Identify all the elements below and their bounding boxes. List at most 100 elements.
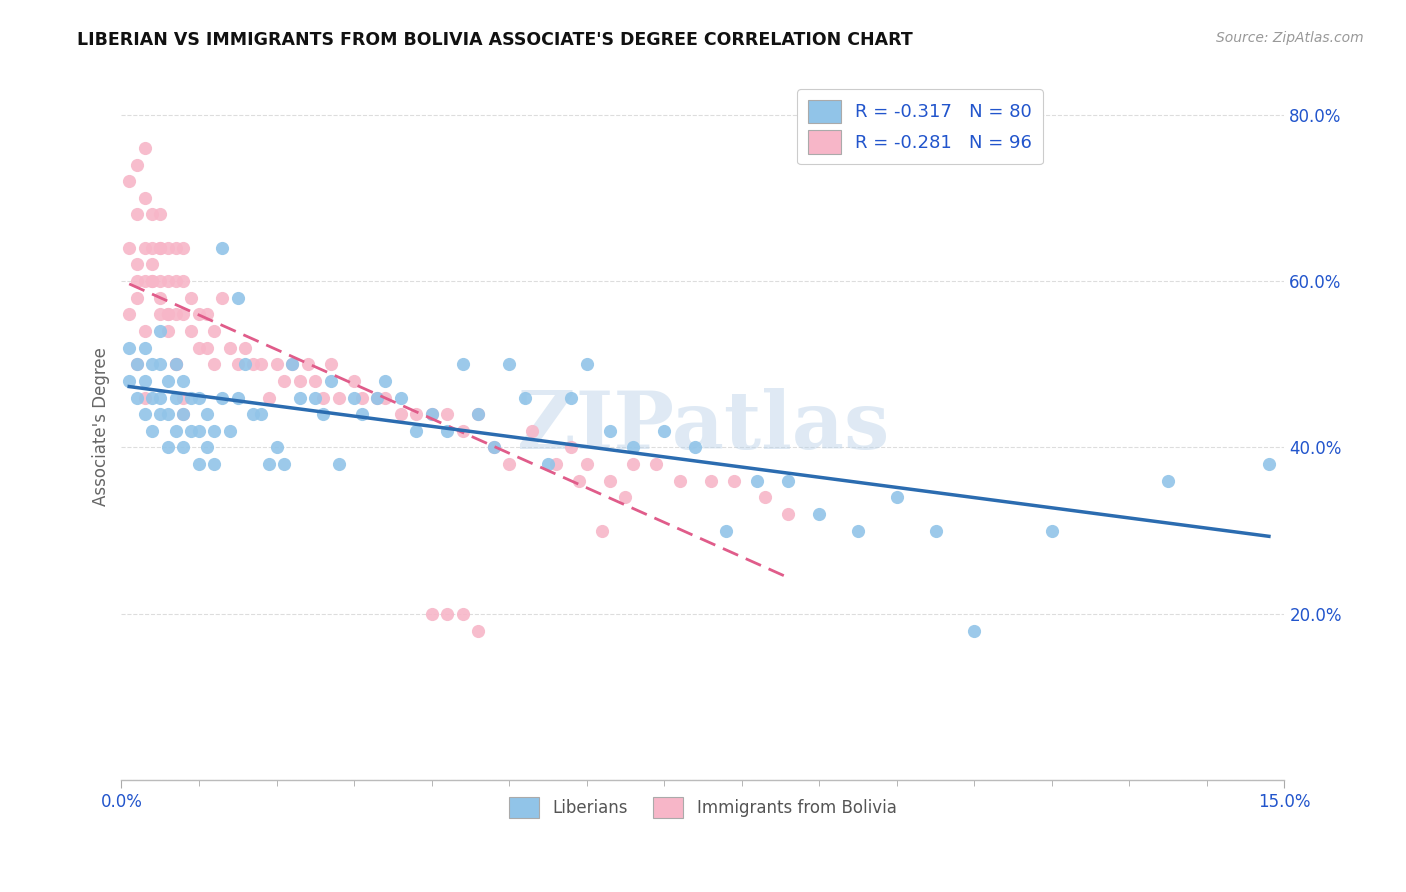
Point: [204, 424, 226, 438]
Point: [235, 357, 257, 371]
Point: [165, 357, 187, 371]
Point: [699, 474, 721, 488]
Point: [1040, 524, 1063, 538]
Point: [141, 424, 163, 438]
Point: [141, 257, 163, 271]
Point: [963, 624, 986, 638]
Point: [172, 407, 194, 421]
Point: [389, 407, 412, 421]
Point: [180, 391, 202, 405]
Point: [482, 441, 505, 455]
Point: [141, 391, 163, 405]
Point: [226, 391, 249, 405]
Point: [156, 441, 179, 455]
Point: [374, 391, 396, 405]
Point: [180, 324, 202, 338]
Point: [451, 424, 474, 438]
Point: [125, 357, 148, 371]
Point: [544, 457, 567, 471]
Point: [149, 307, 172, 321]
Y-axis label: Associate's Degree: Associate's Degree: [93, 347, 110, 506]
Point: [125, 207, 148, 221]
Point: [172, 441, 194, 455]
Point: [134, 341, 156, 355]
Point: [165, 391, 187, 405]
Point: [226, 357, 249, 371]
Legend: Liberians, Immigrants from Bolivia: Liberians, Immigrants from Bolivia: [503, 790, 903, 825]
Point: [389, 391, 412, 405]
Point: [808, 507, 831, 521]
Point: [513, 391, 536, 405]
Point: [575, 457, 598, 471]
Point: [568, 474, 591, 488]
Point: [599, 424, 621, 438]
Point: [188, 307, 211, 321]
Point: [405, 407, 427, 421]
Point: [668, 474, 690, 488]
Point: [211, 291, 233, 305]
Point: [134, 141, 156, 155]
Point: [343, 374, 366, 388]
Point: [134, 324, 156, 338]
Point: [134, 241, 156, 255]
Point: [235, 341, 257, 355]
Point: [683, 441, 706, 455]
Point: [405, 424, 427, 438]
Point: [118, 241, 141, 255]
Point: [156, 274, 179, 288]
Point: [156, 307, 179, 321]
Point: [195, 307, 218, 321]
Point: [312, 407, 335, 421]
Point: [180, 424, 202, 438]
Point: [281, 357, 304, 371]
Point: [328, 457, 350, 471]
Point: [257, 457, 280, 471]
Point: [467, 407, 489, 421]
Point: [149, 357, 172, 371]
Point: [149, 241, 172, 255]
Point: [436, 407, 458, 421]
Point: [288, 374, 311, 388]
Point: [195, 407, 218, 421]
Point: [266, 357, 288, 371]
Point: [134, 191, 156, 205]
Point: [149, 407, 172, 421]
Point: [165, 357, 187, 371]
Point: [118, 174, 141, 188]
Point: [141, 274, 163, 288]
Point: [118, 341, 141, 355]
Point: [118, 374, 141, 388]
Point: [211, 241, 233, 255]
Point: [273, 374, 295, 388]
Point: [125, 257, 148, 271]
Point: [451, 607, 474, 621]
Point: [141, 207, 163, 221]
Point: [149, 241, 172, 255]
Point: [374, 374, 396, 388]
Point: [172, 274, 194, 288]
Point: [149, 274, 172, 288]
Point: [537, 457, 560, 471]
Point: [319, 374, 342, 388]
Point: [621, 457, 644, 471]
Point: [219, 424, 242, 438]
Point: [188, 424, 211, 438]
Point: [304, 374, 326, 388]
Point: [204, 457, 226, 471]
Point: [714, 524, 737, 538]
Point: [1157, 474, 1180, 488]
Point: [467, 407, 489, 421]
Point: [226, 291, 249, 305]
Point: [304, 391, 326, 405]
Point: [482, 441, 505, 455]
Point: [366, 391, 388, 405]
Point: [312, 391, 335, 405]
Point: [165, 307, 187, 321]
Point: [188, 341, 211, 355]
Point: [149, 207, 172, 221]
Point: [451, 357, 474, 371]
Point: [250, 357, 273, 371]
Point: [723, 474, 745, 488]
Point: [591, 524, 613, 538]
Point: [156, 241, 179, 255]
